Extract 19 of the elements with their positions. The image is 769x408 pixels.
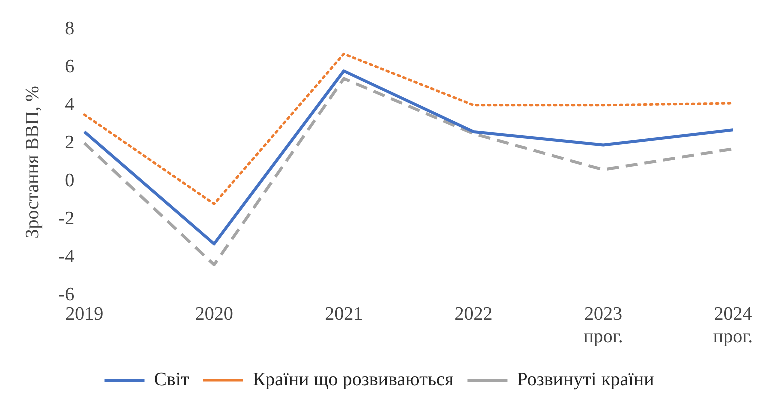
- x-tick-label: 2022: [454, 304, 493, 325]
- legend-label: Світ: [154, 369, 190, 390]
- legend-label: Розвинуті країни: [517, 369, 654, 390]
- y-tick-label: 0: [65, 170, 75, 192]
- y-tick-label: 4: [65, 94, 76, 116]
- y-tick-label: 2: [65, 132, 75, 154]
- y-axis-title: Зростання ВВП, %: [22, 86, 44, 239]
- line-series: [83, 52, 734, 206]
- legend-label: Країни що розвиваються: [252, 369, 454, 390]
- x-tick-label: 2023 прог.: [584, 304, 624, 348]
- x-tick-label: 2019: [66, 304, 104, 325]
- y-tick-label: -6: [58, 284, 75, 306]
- y-tick-label: -2: [58, 208, 75, 230]
- x-tick-label: 2020: [195, 304, 234, 325]
- y-tick-label: 8: [65, 18, 75, 40]
- x-tick-label: 2024 прог.: [713, 304, 754, 348]
- y-tick-label: -4: [58, 246, 76, 268]
- x-tick-label: 2021: [325, 304, 364, 325]
- y-tick-label: 6: [65, 56, 75, 78]
